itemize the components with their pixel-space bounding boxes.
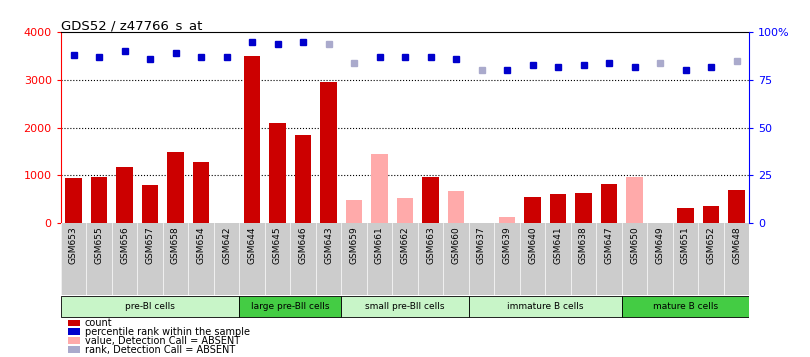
Text: GSM647: GSM647 bbox=[604, 227, 613, 264]
Bar bbox=[193, 162, 209, 223]
Text: GSM654: GSM654 bbox=[197, 227, 206, 264]
Bar bbox=[167, 151, 184, 223]
Text: GSM648: GSM648 bbox=[732, 227, 741, 264]
Bar bbox=[142, 185, 158, 223]
Bar bbox=[601, 184, 617, 223]
Bar bbox=[448, 191, 464, 223]
Bar bbox=[550, 195, 566, 223]
Text: GSM649: GSM649 bbox=[655, 227, 664, 264]
Bar bbox=[626, 177, 643, 223]
Text: GDS52 / z47766_s_at: GDS52 / z47766_s_at bbox=[61, 19, 202, 32]
Text: GSM646: GSM646 bbox=[299, 227, 308, 264]
Bar bbox=[371, 154, 388, 223]
Text: GSM651: GSM651 bbox=[681, 227, 690, 265]
Text: GSM645: GSM645 bbox=[273, 227, 282, 264]
Bar bbox=[422, 177, 439, 223]
Bar bbox=[244, 56, 260, 223]
Text: GSM663: GSM663 bbox=[426, 227, 435, 265]
Text: value, Detection Call = ABSENT: value, Detection Call = ABSENT bbox=[85, 336, 240, 346]
Bar bbox=[524, 197, 541, 223]
Text: GSM652: GSM652 bbox=[706, 227, 715, 264]
Text: GSM642: GSM642 bbox=[222, 227, 231, 264]
Bar bbox=[622, 296, 749, 317]
Text: pre-BI cells: pre-BI cells bbox=[125, 302, 175, 311]
Bar bbox=[397, 198, 413, 223]
Text: GSM659: GSM659 bbox=[349, 227, 359, 265]
Text: GSM637: GSM637 bbox=[477, 227, 486, 265]
Bar bbox=[728, 190, 744, 223]
Bar bbox=[677, 208, 694, 223]
Text: GSM650: GSM650 bbox=[630, 227, 639, 265]
Text: GSM653: GSM653 bbox=[69, 227, 78, 265]
Bar bbox=[269, 123, 286, 223]
Text: GSM661: GSM661 bbox=[375, 227, 384, 265]
Bar bbox=[68, 328, 80, 335]
Text: large pre-BII cells: large pre-BII cells bbox=[251, 302, 330, 311]
Bar bbox=[116, 167, 133, 223]
Bar bbox=[346, 200, 362, 223]
Text: GSM660: GSM660 bbox=[451, 227, 461, 265]
Text: count: count bbox=[85, 318, 113, 328]
Bar bbox=[469, 296, 622, 317]
Text: GSM658: GSM658 bbox=[171, 227, 180, 265]
Text: GSM640: GSM640 bbox=[528, 227, 537, 264]
Bar bbox=[703, 206, 719, 223]
Text: GSM662: GSM662 bbox=[400, 227, 410, 264]
Bar bbox=[68, 346, 80, 353]
Text: GSM638: GSM638 bbox=[579, 227, 588, 265]
Bar bbox=[341, 296, 469, 317]
Bar bbox=[61, 296, 239, 317]
Text: GSM639: GSM639 bbox=[502, 227, 511, 265]
Text: GSM641: GSM641 bbox=[553, 227, 562, 264]
Text: GSM655: GSM655 bbox=[95, 227, 104, 265]
Text: rank, Detection Call = ABSENT: rank, Detection Call = ABSENT bbox=[85, 345, 235, 355]
Bar bbox=[320, 82, 337, 223]
Text: small pre-BII cells: small pre-BII cells bbox=[365, 302, 445, 311]
Bar bbox=[239, 296, 341, 317]
Text: GSM644: GSM644 bbox=[248, 227, 257, 264]
Bar bbox=[68, 320, 80, 326]
Bar bbox=[295, 135, 311, 223]
Bar bbox=[66, 178, 82, 223]
Text: immature B cells: immature B cells bbox=[507, 302, 583, 311]
Bar bbox=[91, 177, 107, 223]
Text: GSM643: GSM643 bbox=[324, 227, 333, 264]
Bar bbox=[499, 217, 515, 223]
Text: GSM656: GSM656 bbox=[120, 227, 129, 265]
Text: mature B cells: mature B cells bbox=[653, 302, 718, 311]
Bar bbox=[68, 337, 80, 344]
Text: GSM657: GSM657 bbox=[146, 227, 155, 265]
Bar bbox=[575, 193, 592, 223]
Text: percentile rank within the sample: percentile rank within the sample bbox=[85, 327, 249, 337]
